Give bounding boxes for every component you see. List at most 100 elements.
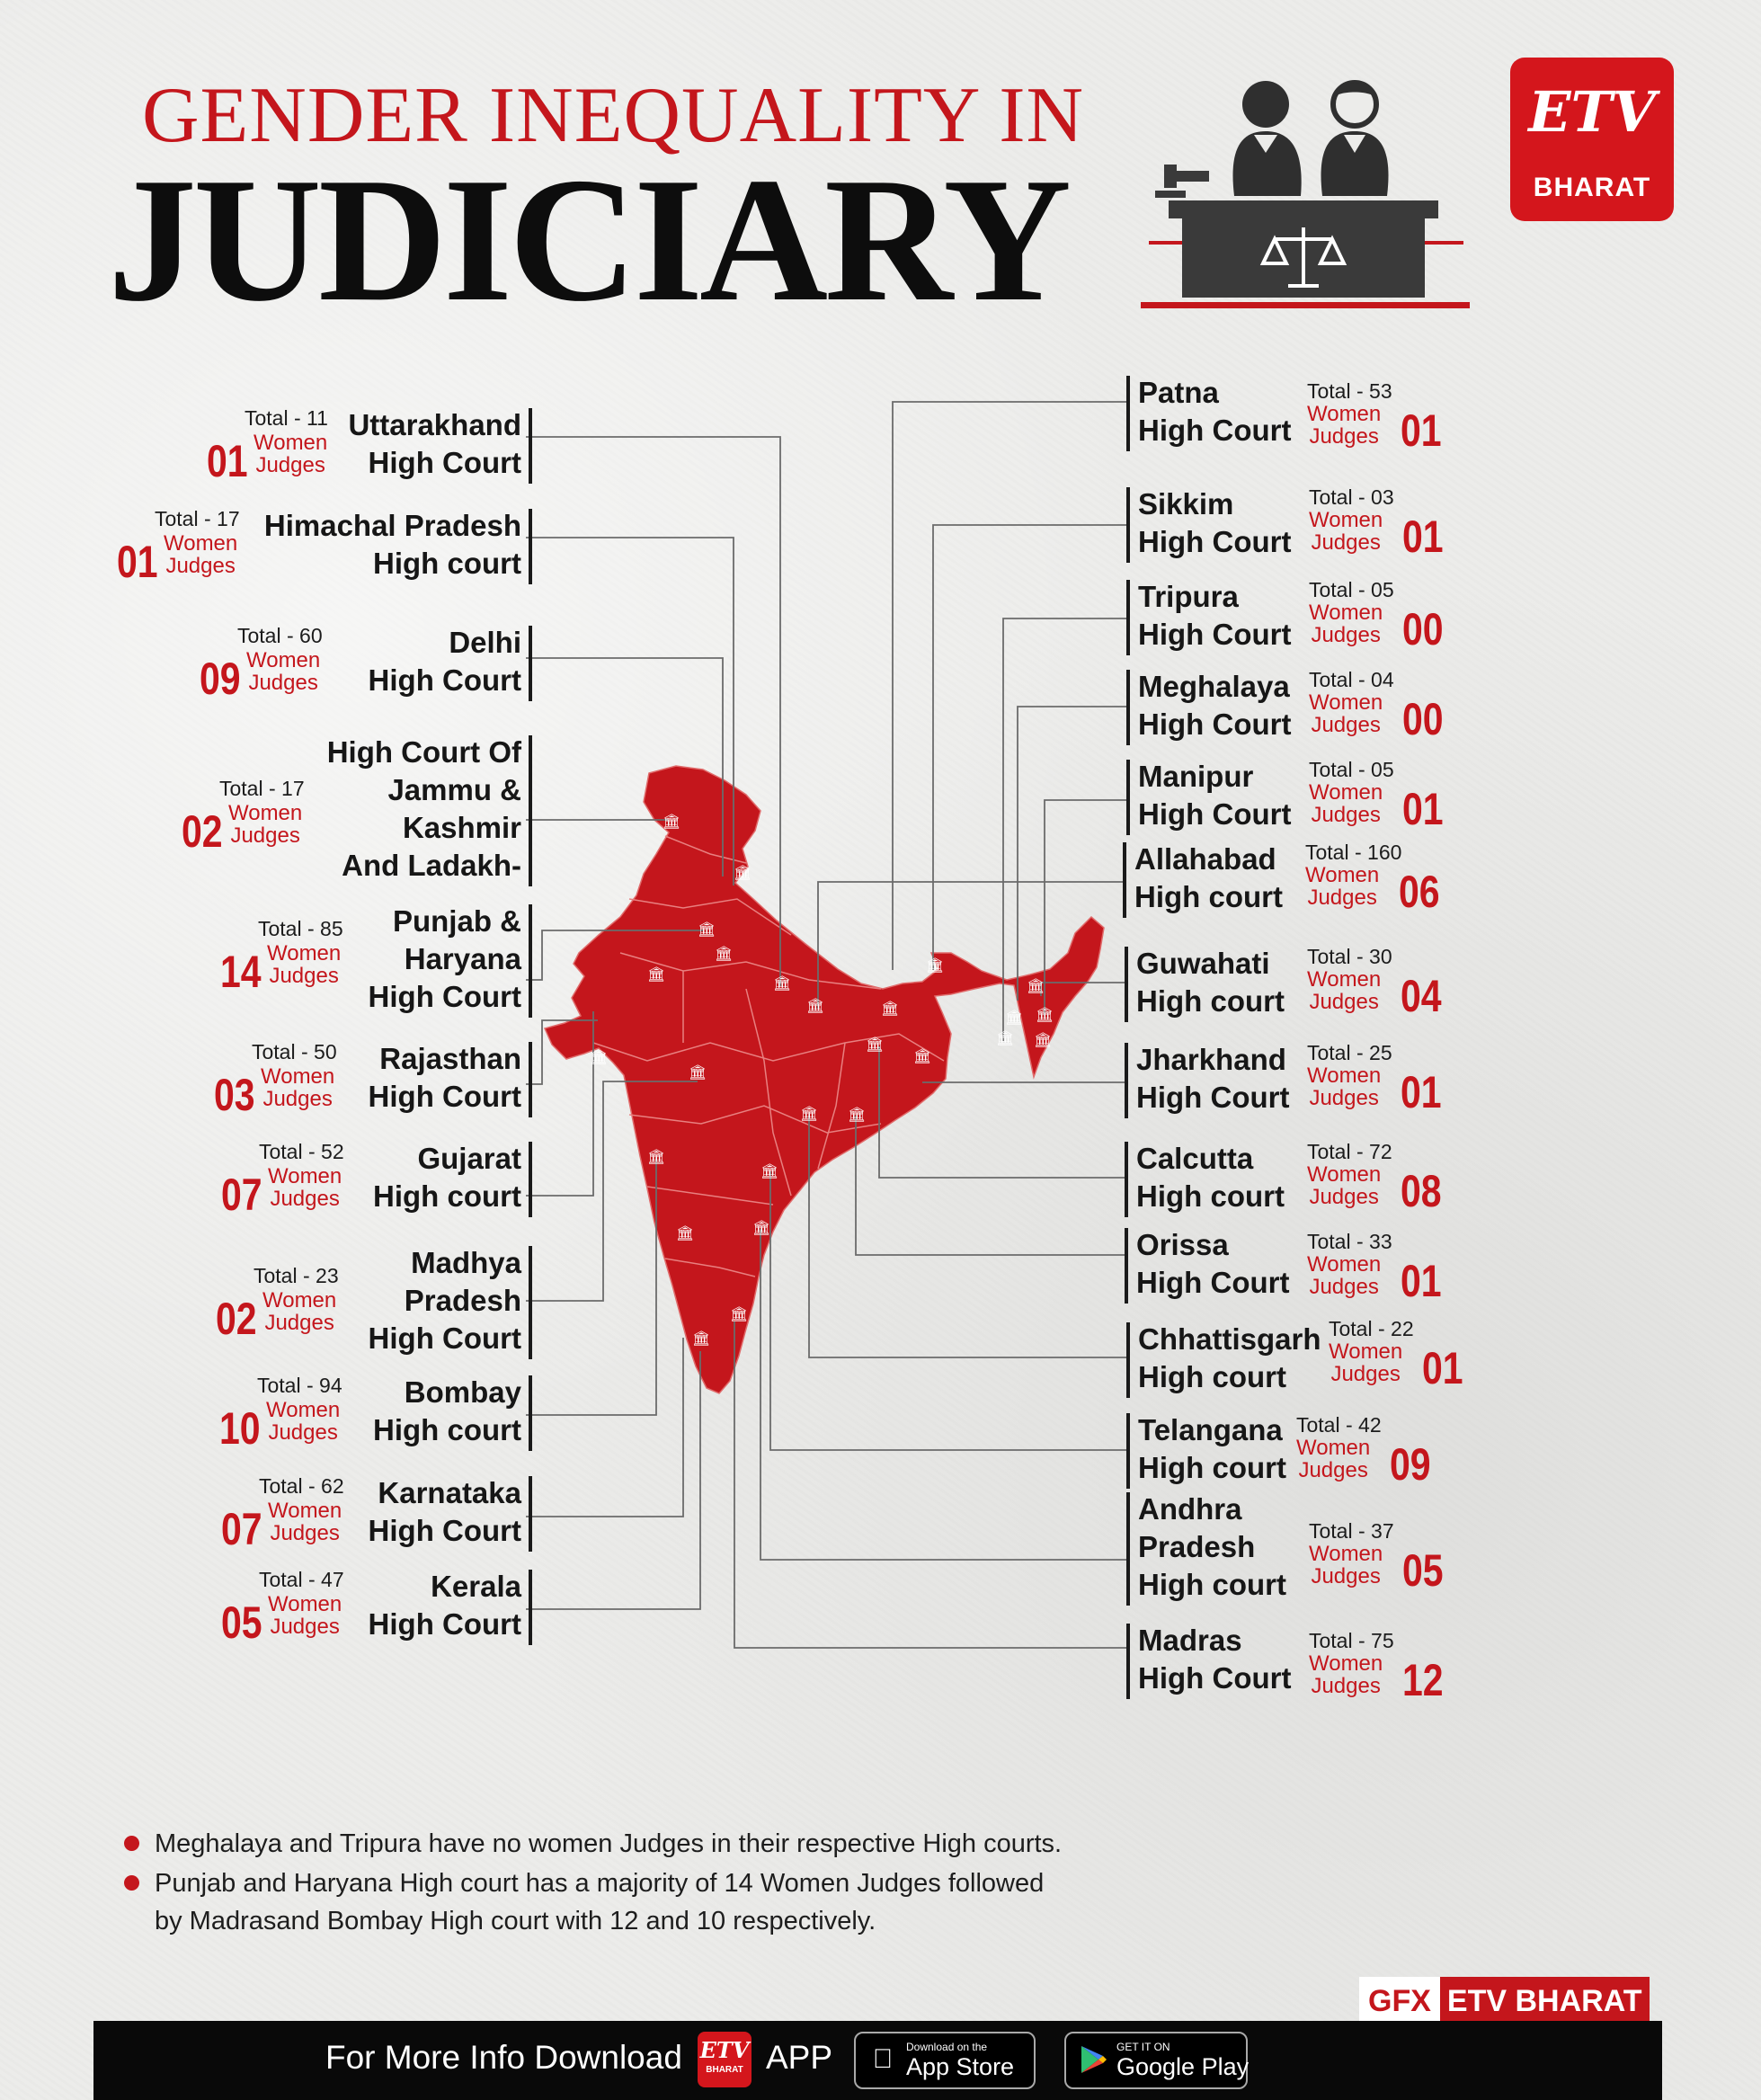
women-judges-label: Women Judges	[253, 431, 328, 477]
divider-line	[1126, 1413, 1130, 1489]
total-judges: Total - 94	[257, 1374, 342, 1397]
google-play-button[interactable]: GET IT ON Google Play	[1064, 2032, 1249, 2089]
women-judges-count: 07	[221, 1170, 262, 1220]
women-judges-count: 05	[1402, 1545, 1444, 1596]
women-judges-label: Women Judges	[266, 1398, 341, 1445]
google-play-icon	[1081, 2046, 1107, 2073]
court-stat: Total - 17 01 Women Judges	[117, 507, 279, 597]
mini-logo-name: BHARAT	[706, 2065, 743, 2075]
courthouse-icon: 🏛	[647, 1150, 666, 1165]
total-judges: Total - 160	[1305, 841, 1402, 864]
women-judges-count: 01	[1402, 784, 1444, 834]
total-judges: Total - 62	[259, 1474, 344, 1498]
women-judges-label: Women Judges	[1307, 402, 1382, 449]
total-judges: Total - 05	[1309, 578, 1394, 601]
divider-line	[529, 735, 532, 886]
women-judges-label: Women Judges	[246, 648, 321, 695]
women-judges-label: Women Judges	[262, 1288, 337, 1335]
total-judges: Total - 30	[1307, 945, 1392, 968]
divider-line	[1123, 842, 1126, 918]
court-name: Madras High Court	[1138, 1624, 1292, 1695]
google-play-caption: GET IT ON	[1116, 2041, 1170, 2053]
title-line-2: JUDICIARY	[108, 141, 1072, 338]
courthouse-icon: 🏛	[773, 976, 792, 992]
court-stat: Total - 05 Women Judges 00	[1309, 578, 1471, 668]
divider-line	[1126, 580, 1130, 655]
courthouse-icon: 🏛	[752, 1221, 771, 1236]
court-stat: Total - 50 03 Women Judges	[214, 1040, 376, 1130]
court-name: Sikkim High Court	[1138, 487, 1292, 558]
court-name: High Court Of Jammu & Kashmir And Ladakh…	[326, 735, 521, 882]
courthouse-icon: 🏛	[698, 922, 716, 938]
women-judges-count: 06	[1399, 867, 1440, 917]
court-name: Madhya Pradesh High Court	[368, 1246, 521, 1355]
divider-line	[1126, 760, 1130, 835]
total-judges: Total - 50	[252, 1040, 337, 1063]
courthouse-icon: 🏛	[806, 999, 825, 1014]
women-judges-count: 08	[1401, 1166, 1442, 1216]
divider-line	[1126, 1624, 1130, 1699]
court-stat: Total - 53 Women Judges 01	[1307, 379, 1469, 469]
court-stat: Total - 37 Women Judges 05	[1309, 1519, 1471, 1609]
logo-name: BHARAT	[1533, 173, 1651, 202]
total-judges: Total - 47	[259, 1568, 344, 1591]
app-store-button[interactable]:  Download on the App Store	[854, 2032, 1036, 2089]
women-judges-label: Women Judges	[1307, 1162, 1382, 1209]
download-text: For More Info Download	[325, 2039, 682, 2076]
women-judges-count: 07	[221, 1504, 262, 1554]
women-judges-count: 01	[1401, 1256, 1442, 1306]
court-stat: Total - 03 Women Judges 01	[1309, 485, 1471, 575]
divider-line	[1126, 1492, 1130, 1606]
court-name: Patna High Court	[1138, 376, 1292, 447]
court-name: Allahabad High court	[1134, 842, 1283, 913]
courthouse-icon: 🏛	[734, 866, 752, 881]
women-judges-count: 05	[221, 1597, 262, 1648]
etv-bharat-logo: ETV BHARAT	[1510, 58, 1674, 221]
divider-line	[529, 1375, 532, 1451]
courthouse-icon: 🏛	[663, 814, 681, 830]
total-judges: Total - 11	[245, 406, 328, 430]
court-name: Chhattisgarh High court	[1138, 1322, 1321, 1393]
women-judges-count: 01	[1401, 1067, 1442, 1117]
courthouse-icon: 🏛	[926, 958, 945, 974]
women-judges-label: Women Judges	[1309, 1542, 1383, 1588]
divider-line	[1126, 670, 1130, 745]
divider-line	[529, 1570, 532, 1645]
women-judges-count: 12	[1402, 1655, 1444, 1705]
courthouse-icon: 🏛	[996, 1031, 1015, 1046]
court-stat: Total - 25 Women Judges 01	[1307, 1041, 1469, 1131]
women-judges-label: Women Judges	[1307, 967, 1382, 1014]
court-name: Gujarat High court	[373, 1142, 521, 1213]
women-judges-label: Women Judges	[268, 1499, 342, 1545]
divider-line	[1125, 1142, 1128, 1217]
courthouse-icon: 🏛	[647, 967, 666, 983]
total-judges: Total - 03	[1309, 485, 1394, 509]
women-judges-count: 01	[117, 537, 158, 587]
apple-icon: 	[868, 2044, 897, 2075]
court-stat: Total - 72 Women Judges 08	[1307, 1140, 1469, 1230]
courthouse-icon: 🏛	[848, 1108, 867, 1123]
women-judges-label: Women Judges	[1329, 1339, 1403, 1386]
women-judges-count: 02	[216, 1294, 257, 1344]
total-judges: Total - 33	[1307, 1230, 1392, 1253]
total-judges: Total - 37	[1309, 1519, 1394, 1543]
courthouse-icon: 🏛	[913, 1049, 932, 1064]
total-judges: Total - 17	[155, 507, 240, 530]
court-stat: Total - 47 05 Women Judges	[221, 1568, 383, 1658]
courthouse-icon: 🏛	[1034, 1033, 1053, 1048]
total-judges: Total - 60	[237, 624, 323, 647]
court-name: Uttarakhand High Court	[348, 408, 521, 479]
divider-line	[529, 509, 532, 584]
courthouse-icon: 🏛	[715, 947, 734, 962]
gfx-credit: GFX ETV BHARAT	[1359, 1977, 1650, 2025]
total-judges: Total - 75	[1309, 1629, 1394, 1652]
divider-line	[529, 1476, 532, 1552]
court-stat: Total - 60 09 Women Judges	[200, 624, 361, 714]
download-footer: For More Info Download ETV BHARAT APP  …	[93, 2021, 1662, 2100]
total-judges: Total - 25	[1307, 1041, 1392, 1064]
total-judges: Total - 52	[259, 1140, 344, 1163]
women-judges-count: 14	[220, 947, 262, 997]
court-name: Tripura High Court	[1138, 580, 1292, 651]
court-name: Himachal Pradesh High court	[263, 509, 521, 580]
